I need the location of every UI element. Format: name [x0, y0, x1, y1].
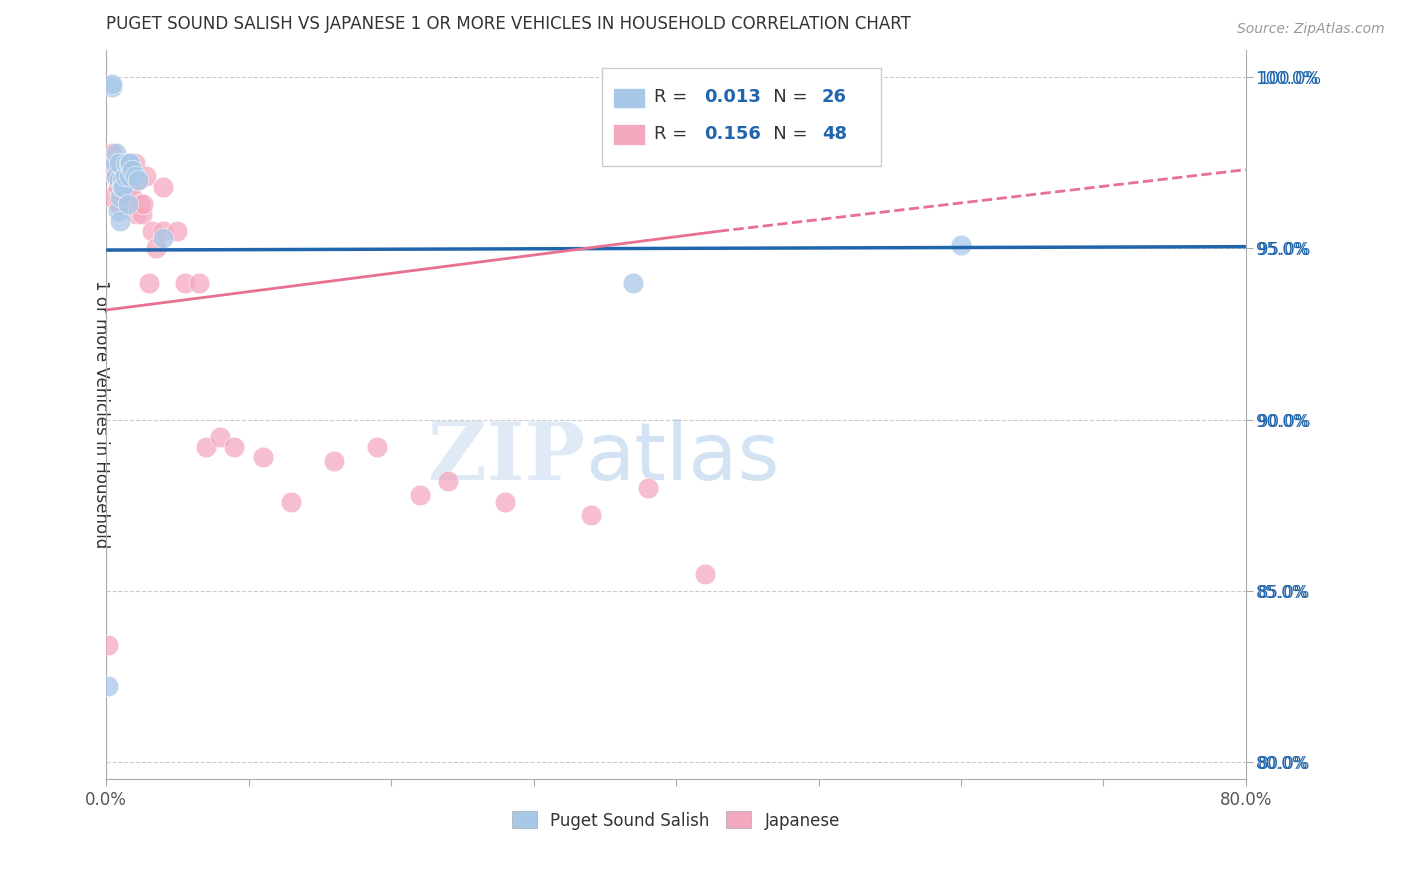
Point: [111, 179, 134, 194]
Point: [621, 276, 644, 290]
Text: N =: N =: [756, 125, 813, 143]
Text: PUGET SOUND SALISH VS JAPANESE 1 OR MORE VEHICLES IN HOUSEHOLD CORRELATION CHART: PUGET SOUND SALISH VS JAPANESE 1 OR MORE…: [107, 15, 911, 33]
Point: [129, 197, 152, 211]
Point: [120, 169, 142, 184]
Point: [152, 224, 174, 238]
Text: 26: 26: [823, 88, 846, 106]
Point: [121, 162, 143, 177]
Point: [97, 639, 120, 653]
Point: [125, 207, 148, 221]
Point: [104, 169, 127, 184]
Point: [124, 169, 146, 184]
Point: [138, 276, 160, 290]
Point: [114, 169, 136, 184]
Point: [107, 203, 129, 218]
Point: [366, 440, 388, 454]
FancyBboxPatch shape: [613, 124, 645, 145]
Point: [135, 169, 157, 184]
Text: 48: 48: [823, 125, 846, 143]
Point: [209, 429, 232, 443]
Point: [120, 156, 142, 170]
Text: atlas: atlas: [585, 419, 779, 497]
Point: [110, 190, 132, 204]
FancyBboxPatch shape: [602, 68, 882, 167]
Point: [111, 190, 134, 204]
Point: [949, 238, 972, 252]
Point: [114, 173, 136, 187]
Point: [579, 508, 602, 523]
Point: [110, 214, 132, 228]
Point: [124, 156, 146, 170]
Text: N =: N =: [756, 88, 813, 106]
Point: [105, 169, 128, 184]
Point: [101, 145, 124, 160]
Point: [494, 494, 516, 508]
FancyBboxPatch shape: [613, 87, 645, 108]
Point: [145, 241, 167, 255]
Point: [127, 173, 149, 187]
Point: [111, 166, 134, 180]
Point: [637, 481, 659, 495]
Text: 0.013: 0.013: [704, 88, 762, 106]
Point: [121, 190, 143, 204]
Point: [693, 566, 716, 581]
Point: [117, 156, 139, 170]
Point: [101, 77, 124, 91]
Point: [108, 197, 131, 211]
Point: [117, 197, 139, 211]
Point: [105, 156, 128, 170]
Point: [114, 190, 136, 204]
Point: [107, 179, 129, 194]
Point: [104, 156, 127, 170]
Point: [122, 166, 145, 180]
Point: [280, 494, 302, 508]
Point: [408, 488, 430, 502]
Point: [112, 156, 135, 170]
Point: [103, 166, 125, 180]
Point: [97, 680, 120, 694]
Point: [152, 231, 174, 245]
Legend: Puget Sound Salish, Japanese: Puget Sound Salish, Japanese: [505, 805, 846, 836]
Point: [187, 276, 209, 290]
Point: [110, 156, 132, 170]
Point: [108, 173, 131, 187]
Point: [118, 156, 141, 170]
Text: Source: ZipAtlas.com: Source: ZipAtlas.com: [1237, 22, 1385, 37]
Point: [132, 197, 155, 211]
Point: [224, 440, 246, 454]
Point: [166, 224, 188, 238]
Point: [194, 440, 217, 454]
Point: [127, 173, 149, 187]
Point: [101, 80, 124, 95]
Point: [252, 450, 274, 465]
Point: [111, 173, 134, 187]
Text: ZIP: ZIP: [427, 419, 585, 497]
Point: [112, 179, 135, 194]
Point: [437, 474, 460, 488]
Point: [100, 190, 122, 204]
Y-axis label: 1 or more Vehicles in Household: 1 or more Vehicles in Household: [93, 280, 110, 549]
Point: [115, 156, 138, 170]
Point: [141, 224, 163, 238]
Point: [118, 179, 141, 194]
Text: R =: R =: [654, 125, 693, 143]
Point: [108, 156, 131, 170]
Point: [115, 169, 138, 184]
Text: R =: R =: [654, 88, 693, 106]
Point: [173, 276, 195, 290]
Point: [152, 179, 174, 194]
Point: [105, 145, 128, 160]
Point: [118, 169, 141, 184]
Point: [131, 207, 153, 221]
Text: 0.156: 0.156: [704, 125, 762, 143]
Point: [323, 453, 346, 467]
